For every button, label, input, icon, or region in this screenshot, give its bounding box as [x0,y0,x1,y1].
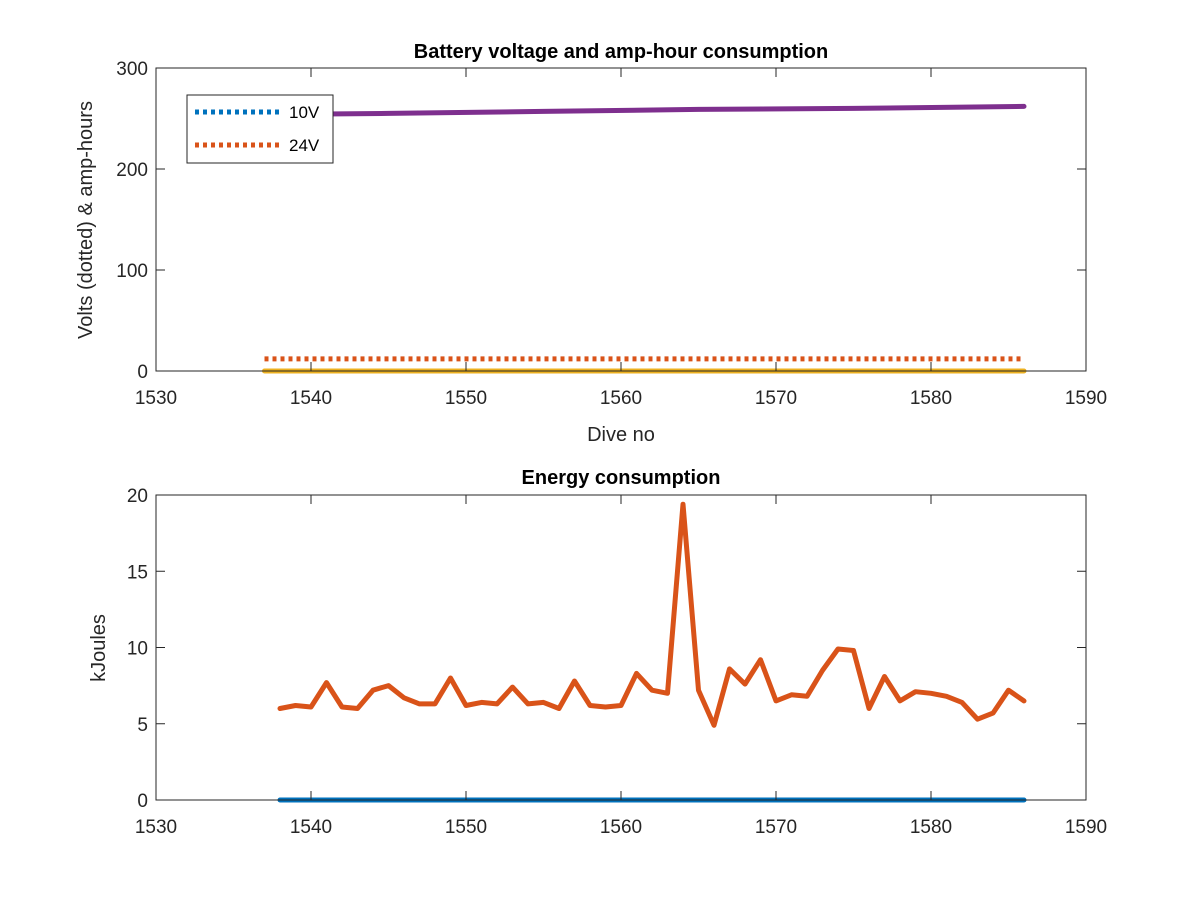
energy-chart-axes-box [155,494,1087,801]
energy-ytick-label: 10 [127,639,148,660]
energy-xtick-label: 1560 [600,817,642,838]
energy-ytick-label: 20 [127,486,148,507]
legend-label-10v: 10V [289,103,320,122]
voltage-chart-xlabel: Dive no [587,424,655,446]
energy-ytick-label: 0 [137,791,148,812]
voltage-ytick-label: 200 [116,160,148,181]
energy-ytick-label: 5 [137,715,148,736]
voltage-xtick-label: 1570 [755,388,797,409]
energy-ytick-label: 15 [127,562,148,583]
energy-xtick-label: 1540 [290,817,332,838]
energy-xtick-label: 1590 [1065,817,1107,838]
voltage-xtick-label: 1550 [445,388,487,409]
voltage-xtick-label: 1540 [290,388,332,409]
energy-chart: Energy consumption kJoules 1530 1540 1550 1… [88,467,1107,838]
voltage-chart-axes-box [155,67,1087,372]
voltage-chart-ticks: 1530 1540 1550 1560 1570 1580 1590 0 100 200 300 [116,59,1107,409]
legend-box [186,94,334,164]
voltage-chart-ylabel: Volts (dotted) & amp-hours [75,101,97,339]
energy-chart-title: Energy consumption [522,467,721,489]
voltage-chart: Battery voltage and amp-hour consumption… [75,41,1107,446]
energy-xtick-label: 1570 [755,817,797,838]
voltage-xtick-label: 1530 [135,388,177,409]
voltage-chart-legend: 10V 24V [186,94,334,164]
energy-xtick-label: 1580 [910,817,952,838]
voltage-series-line-3 [262,103,1027,117]
voltage-xtick-label: 1590 [1065,388,1107,409]
voltage-xtick-label: 1580 [910,388,952,409]
energy-xtick-label: 1530 [135,817,177,838]
energy-xtick-label: 1550 [445,817,487,838]
voltage-chart-title: Battery voltage and amp-hour consumption [414,41,828,63]
energy-chart-ylabel: kJoules [88,614,110,682]
legend-label-24v: 24V [289,136,320,155]
energy-chart-ticks: 1530 1540 1550 1560 1570 1580 1590 0 5 10 15 20 [127,486,1107,838]
voltage-xtick-label: 1560 [600,388,642,409]
voltage-ytick-label: 100 [116,261,148,282]
energy-series-line-1 [277,501,1027,728]
voltage-ytick-label: 300 [116,59,148,80]
voltage-ytick-label: 0 [137,362,148,383]
